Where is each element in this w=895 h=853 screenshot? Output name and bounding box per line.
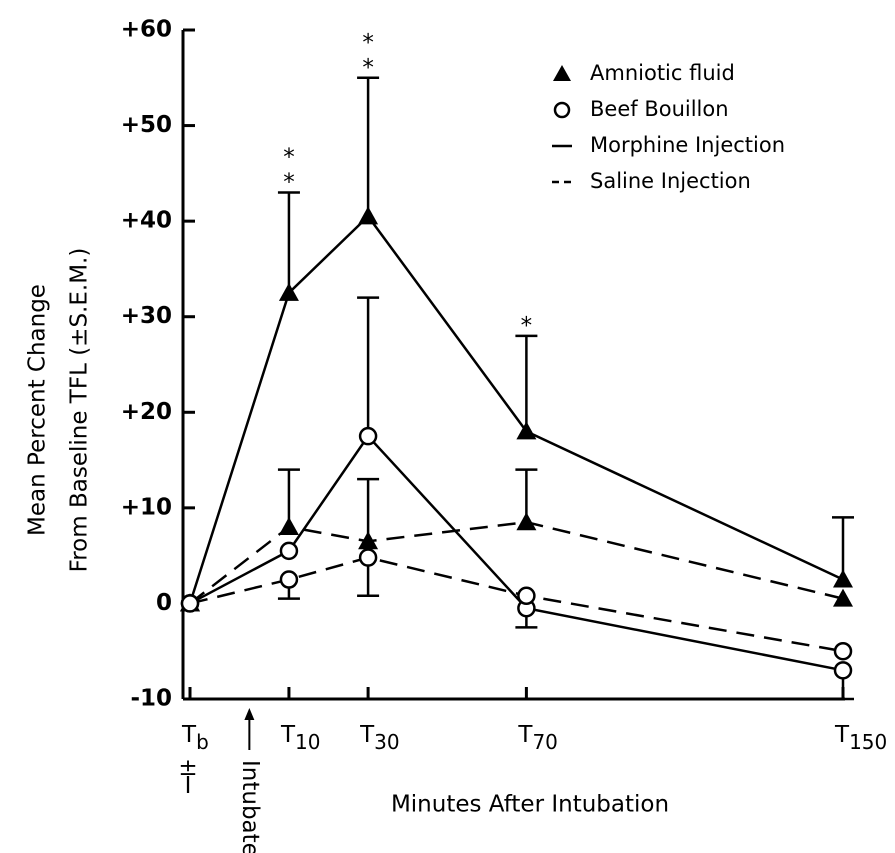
y-axis-label: Mean Percent Change — [25, 284, 51, 536]
circle-marker — [358, 426, 378, 446]
x-tick-label: T70 — [517, 722, 558, 754]
x-axis-label: Minutes After Intubation — [391, 792, 669, 818]
legend-label: Saline Injection — [590, 169, 751, 193]
y-tick-label: +60 — [121, 17, 172, 43]
triangle-marker — [278, 282, 299, 301]
triangle-marker — [278, 516, 299, 535]
y-tick-label: 0 — [156, 590, 172, 616]
x-tick-label: T10 — [280, 722, 321, 754]
legend-circle — [553, 101, 571, 119]
x-tick-label: T30 — [359, 722, 400, 754]
y-axis-label: From Baseline TFL (±S.E.M.) — [67, 248, 93, 573]
circle-marker — [833, 641, 853, 661]
y-tick-label: -10 — [130, 686, 172, 712]
x-tick-label: Tb — [181, 722, 209, 754]
error-bar — [357, 296, 380, 437]
circle-marker — [180, 594, 200, 613]
tb-note: ± I — [178, 755, 197, 799]
circle-marker — [279, 541, 299, 561]
circle-marker — [833, 661, 853, 680]
legend-label: Morphine Injection — [590, 133, 785, 157]
legend-triangle — [553, 65, 571, 81]
triangle-marker — [833, 569, 853, 588]
legend-label: Amniotic fluid — [590, 61, 735, 85]
error-bar — [277, 191, 300, 293]
y-tick-label: +50 — [121, 112, 172, 138]
triangle-marker — [516, 512, 537, 531]
significance-note: * * — [362, 29, 374, 80]
x-tick-label: T150 — [834, 722, 887, 754]
error-bar — [515, 334, 538, 432]
triangle-marker — [516, 421, 537, 440]
arrow-head — [244, 708, 255, 720]
intubation-label: Intubate — [237, 760, 263, 853]
y-tick-label: +20 — [121, 399, 172, 425]
triangle-marker — [358, 531, 379, 550]
significance-note: * * — [283, 144, 295, 195]
circle-marker — [358, 548, 378, 567]
legend-label: Beef Bouillon — [590, 97, 729, 121]
y-tick-label: +30 — [121, 303, 172, 329]
error-bar — [832, 516, 854, 580]
significance-note: * — [521, 312, 533, 338]
triangle-marker — [833, 588, 853, 607]
y-tick-label: +10 — [121, 494, 172, 520]
circle-marker — [279, 570, 299, 589]
y-tick-label: +40 — [121, 208, 172, 234]
error-bar — [357, 477, 380, 542]
error-bar — [357, 76, 380, 217]
triangle-marker — [358, 206, 379, 225]
circle-marker — [517, 586, 536, 606]
